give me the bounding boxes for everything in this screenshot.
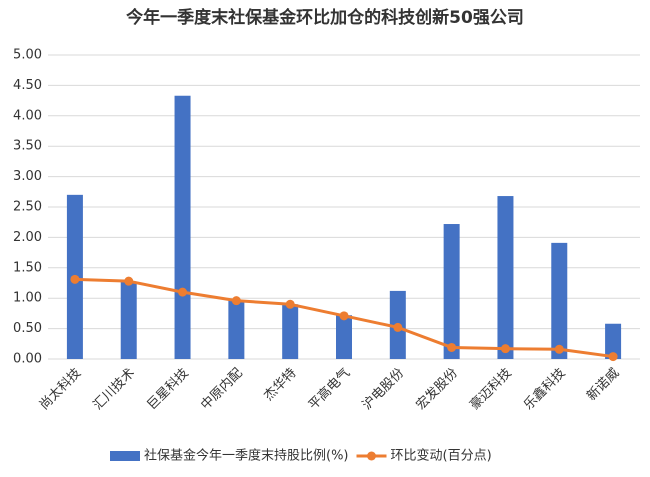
bar (605, 323, 622, 359)
x-tick-label: 沪电股份 (359, 365, 407, 413)
bar (228, 300, 245, 359)
bar (174, 95, 191, 360)
y-tick-label: 0.50 (13, 321, 42, 336)
line-point (285, 299, 295, 309)
y-tick-label: 2.50 (13, 200, 42, 215)
x-tick-label: 豪迈科技 (467, 365, 515, 413)
x-tick-label: 巨星科技 (144, 366, 191, 413)
x-tick-label: 杰华特 (261, 366, 299, 404)
line-point (608, 352, 618, 362)
bar (120, 281, 137, 359)
bar (551, 242, 568, 359)
y-tick-label: 3.00 (13, 169, 42, 184)
line-point (447, 342, 457, 352)
line-point (500, 344, 510, 354)
line-point (124, 276, 134, 286)
bar (497, 196, 514, 359)
x-tick-label: 平高电气 (305, 365, 353, 413)
y-tick-label: 4.00 (13, 108, 42, 123)
y-tick-label: 2.00 (13, 230, 42, 245)
x-tick-label: 新诺威 (583, 365, 622, 404)
x-tick-label: 尚太科技 (37, 366, 84, 413)
legend-swatch (110, 451, 140, 461)
x-tick-label: 中原内配 (198, 365, 246, 413)
bar (443, 224, 460, 359)
line-point (554, 344, 564, 354)
line-point (339, 311, 349, 321)
legend-label: 社保基金今年一季度末持股比例(%) (144, 448, 349, 464)
y-tick-label: 5.00 (13, 48, 42, 63)
x-tick-label: 宏发股份 (413, 365, 461, 413)
legend-label: 环比变动(百分点) (391, 448, 492, 464)
y-tick-label: 0.00 (13, 352, 42, 367)
bar (282, 304, 299, 359)
y-tick-label: 3.50 (13, 139, 42, 154)
line-point (178, 287, 188, 297)
y-tick-label: 1.00 (13, 291, 42, 306)
grid (48, 54, 640, 360)
line-point (70, 274, 80, 284)
y-tick-label: 4.50 (13, 78, 42, 93)
line-point (393, 322, 403, 332)
x-tick-label: 乐鑫科技 (520, 365, 568, 413)
legend-swatch (367, 451, 376, 461)
y-tick-label: 1.50 (13, 260, 42, 275)
chart-title: 今年一季度末社保基金环比加仓的科技创新50强公司 (126, 7, 524, 28)
bar (336, 315, 352, 359)
line-point (231, 296, 241, 306)
x-tick-label: 汇川技术 (91, 366, 138, 413)
